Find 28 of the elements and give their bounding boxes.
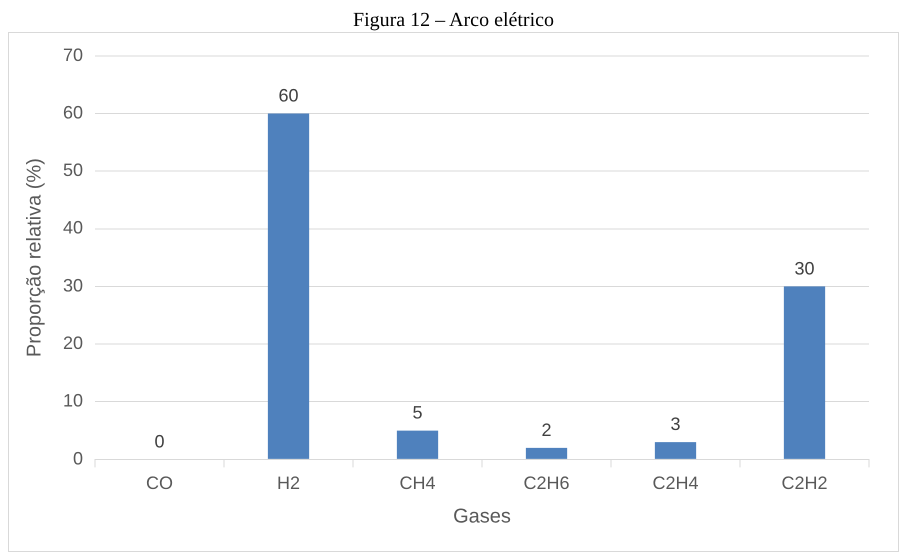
- y-axis-title: Proporção relativa (%): [24, 158, 46, 358]
- x-axis-title: Gases: [453, 506, 511, 528]
- data-label: 2: [542, 420, 552, 440]
- y-tick-label: 70: [62, 44, 84, 65]
- y-tick-label: 0: [73, 448, 84, 468]
- y-tick-label: 20: [62, 333, 84, 354]
- bar: [526, 448, 568, 459]
- bar: [654, 442, 696, 459]
- x-tick-label: C2H2: [781, 473, 828, 494]
- chart-title: Figura 12 – Arco elétrico: [352, 8, 556, 32]
- data-label: 30: [794, 258, 815, 278]
- y-tick-label: 30: [62, 275, 84, 296]
- bar: [784, 286, 826, 459]
- data-label: 0: [154, 431, 165, 452]
- x-tick-label: H2: [277, 473, 300, 494]
- x-tick-label: CH4: [400, 473, 436, 494]
- y-tick-label: 10: [62, 390, 84, 411]
- x-tick-label: CO: [146, 473, 174, 494]
- data-label: 5: [412, 402, 423, 423]
- data-label: 60: [278, 85, 299, 106]
- y-tick-label: 60: [62, 102, 84, 122]
- y-tick-label: 40: [62, 218, 84, 238]
- x-tick-label: C2H6: [523, 473, 570, 494]
- y-tick-label: 50: [62, 160, 84, 180]
- data-label: 3: [670, 414, 681, 434]
- bar: [268, 113, 310, 459]
- bar: [396, 430, 438, 459]
- x-tick-label: C2H4: [652, 473, 699, 494]
